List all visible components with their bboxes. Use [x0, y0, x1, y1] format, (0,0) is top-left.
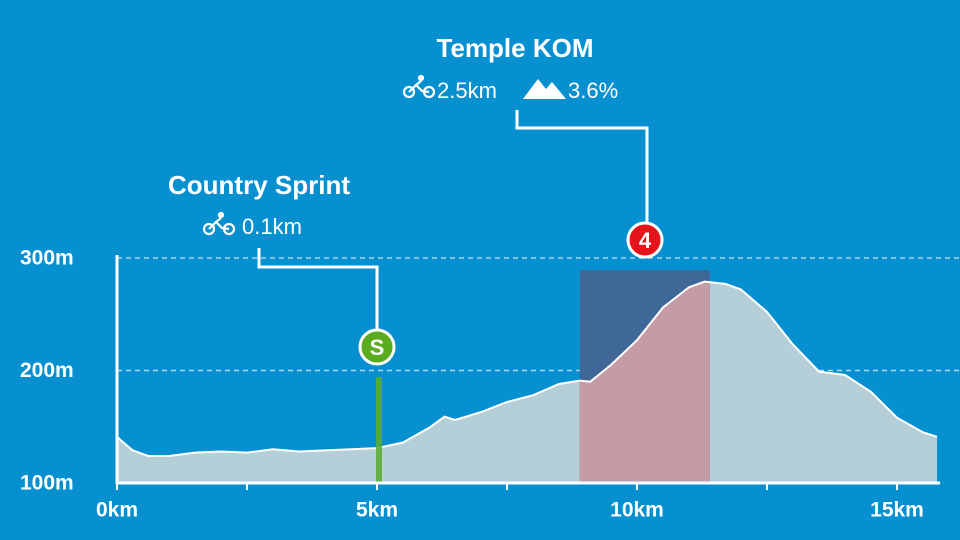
- segment-marker-label: S: [370, 335, 385, 360]
- segment-marker: [626, 221, 664, 259]
- segment-grade: 3.6%: [568, 78, 618, 103]
- leader-line: [515, 110, 649, 224]
- elevation-line: [116, 280, 938, 457]
- y-tick-label: 300m: [20, 247, 74, 270]
- segment-range: [376, 377, 382, 483]
- bike-icon: [202, 211, 236, 236]
- segment-title: Temple KOM: [437, 33, 594, 63]
- segment-marker-label: 4: [639, 228, 652, 253]
- climb-icon: [523, 79, 566, 99]
- segment-area: [579, 281, 710, 483]
- segment-length: 2.5km: [437, 78, 497, 103]
- x-tick-label: 0km: [96, 499, 138, 522]
- segment-title: Country Sprint: [168, 170, 350, 200]
- y-tick-label: 100m: [20, 472, 74, 495]
- x-tick-label: 15km: [870, 499, 924, 522]
- leader-line: [257, 248, 379, 332]
- y-tick-label: 200m: [20, 359, 74, 382]
- x-tick-label: 10km: [610, 499, 664, 522]
- elevation-area: [117, 281, 938, 483]
- segment-length: 0.1km: [242, 214, 302, 239]
- bike-icon: [402, 74, 436, 99]
- segment-marker: [358, 328, 396, 366]
- x-tick-label: 5km: [356, 499, 398, 522]
